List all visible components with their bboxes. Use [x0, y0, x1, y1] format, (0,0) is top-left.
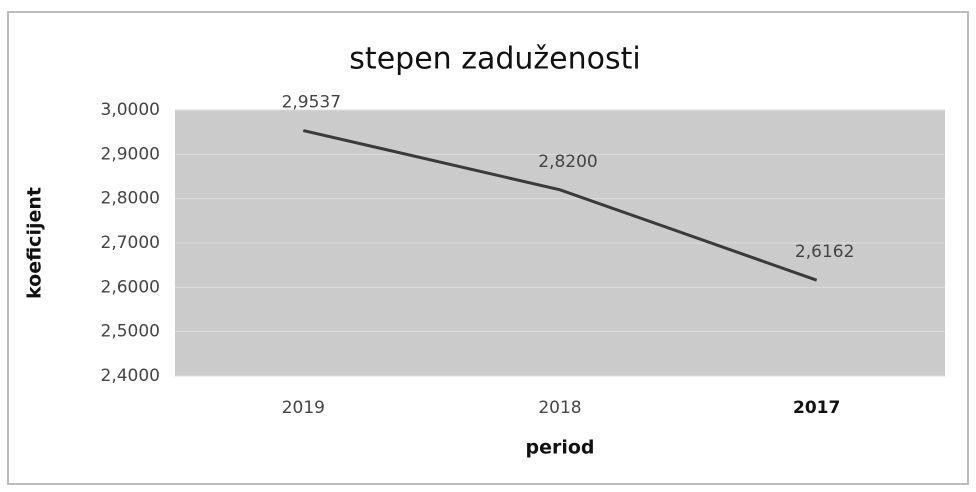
data-label: 2,9537 — [282, 93, 341, 113]
x-tick-label: 2019 — [282, 398, 325, 418]
y-tick-label: 3,0000 — [101, 100, 160, 120]
y-tick-label: 2,9000 — [101, 144, 160, 164]
data-label: 2,8200 — [538, 152, 597, 172]
chart-title: stepen zaduženosti — [349, 42, 640, 77]
line — [302, 129, 818, 282]
x-tick-label: 2017 — [793, 398, 840, 418]
x-tick-label: 2018 — [538, 398, 581, 418]
y-tick-label: 2,6000 — [101, 277, 160, 297]
y-tick-label: 2,4000 — [101, 366, 160, 386]
x-axis-label: period — [525, 437, 594, 459]
data-label: 2,6162 — [795, 242, 854, 262]
y-tick-label: 2,7000 — [101, 233, 160, 253]
y-axis-label: koeficijent — [24, 187, 46, 299]
y-tick-label: 2,5000 — [101, 322, 160, 342]
y-tick-label: 2,8000 — [101, 189, 160, 209]
